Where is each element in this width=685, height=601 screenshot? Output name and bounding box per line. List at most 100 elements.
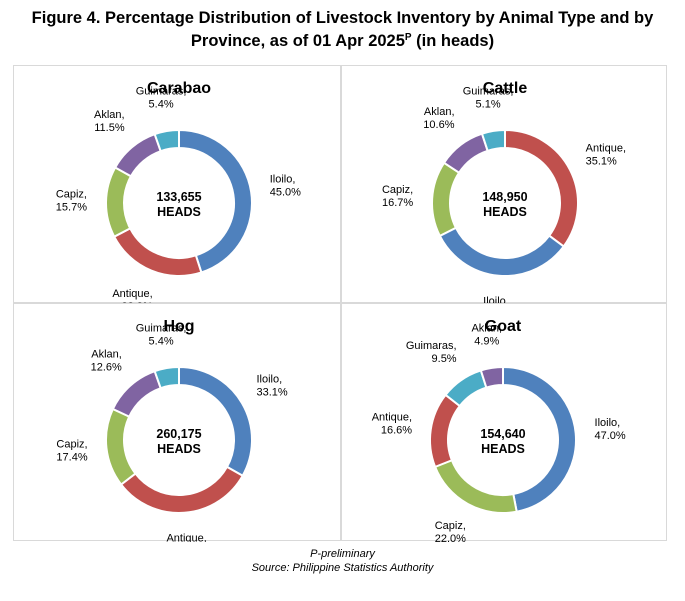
cattle-center-value: 148,950 [482,190,527,204]
goat-label-capiz: Capiz, 22.0% [435,520,466,542]
goat-label-pct-aklan: 4.9% [474,335,499,347]
figure-title: Figure 4. Percentage Distribution of Liv… [0,8,685,51]
goat-label-iloilo: Iloilo, 47.0% [595,417,626,442]
cattle-label-name-iloilo: Iloilo, [483,296,509,304]
footnote-source: Source: Philippine Statistics Authority [251,562,434,574]
hog-slice-capiz [105,407,137,486]
cattle-center-unit: HEADS [483,205,527,219]
carabao-center-value: 133,655 [156,190,201,204]
hog-label-pct-iloilo: 33.1% [256,386,287,398]
goat-slice-antique [429,393,462,469]
hog-center-unit: HEADS [157,442,201,456]
hog-label-iloilo: Iloilo, 33.1% [256,373,287,398]
hog-slice-iloilo [178,365,253,478]
hog-label-capiz: Capiz, 17.4% [56,438,87,463]
hog-label-name-aklan: Aklan, [91,348,122,360]
cattle-label-pct-aklan: 10.6% [423,119,454,131]
carabao-chart-title: Carabao [147,80,211,97]
carabao-label-name-capiz: Capiz, [56,189,87,201]
goat-slice-guimaras [444,369,488,408]
hog-chart-title: Hog [163,318,194,335]
goat-donut-chart: Goat Iloilo, 47.0% Capiz, 22.0% Antique, 16.6%… [372,318,626,542]
goat-label-name-antique: Antique, [372,412,412,424]
cattle-label-guimaras: Guimaras, 5.1% [463,85,514,110]
goat-label-pct-capiz: 22.0% [435,533,466,542]
hog-slice-antique [119,465,245,514]
cattle-slice-guimaras [480,128,506,153]
goat-chart-panel: Goat Iloilo, 47.0% Capiz, 22.0% Antique, 16.6%… [341,303,667,542]
goat-label-pct-guimaras: 9.5% [432,353,457,365]
figure-title-superscript: P [404,32,412,43]
cattle-label-pct-capiz: 16.7% [382,197,413,209]
cattle-label-antique: Antique, 35.1% [586,142,626,167]
carabao-center-unit: HEADS [157,205,201,219]
hog-slice-guimaras [153,365,180,390]
hog-label-aklan: Aklan, 12.6% [91,348,122,373]
goat-chart-title: Goat [485,318,522,335]
carabao-slice-antique [112,227,203,277]
cattle-chart-panel: Cattle Antique,35.1% Iloilo,32.4% Capiz,16.… [341,65,667,304]
hog-label-pct-capiz: 17.4% [56,451,87,463]
figure-title-line1: Figure 4. Percentage Distribution of Liv… [31,9,654,27]
carabao-slice-guimaras [153,128,180,153]
cattle-slice-capiz [431,161,461,238]
hog-label-antique: Antique,31.4% [166,533,206,542]
hog-label-pct-aklan: 12.6% [91,361,122,373]
cattle-label-pct-antique: 35.1% [586,155,617,167]
carabao-slice-aklan [113,132,162,178]
goat-label-pct-antique: 16.6% [381,425,412,437]
hog-slice-aklan [111,369,162,418]
goat-label-aklan: Aklan, 4.9% [471,322,502,347]
cattle-label-capiz: Capiz, 16.7% [382,184,413,209]
goat-label-name-guimaras: Guimaras, [406,340,457,352]
footnote-preliminary: P-preliminary [310,548,375,560]
cattle-label-name-guimaras: Guimaras, [463,85,514,97]
cattle-label-iloilo: Iloilo,32.4% [480,296,511,304]
cattle-label-pct-guimaras: 5.1% [476,98,501,110]
figure-title-line2-text: Province, as of 01 Apr 2025 [190,32,405,50]
goat-center-value: 154,640 [480,427,525,441]
goat-slice-capiz [433,458,518,514]
hog-label-pct-guimaras: 5.4% [149,336,174,348]
carabao-label-pct-guimaras: 5.4% [149,99,174,111]
hog-label-guimaras: Guimaras, 5.4% [136,323,187,348]
hog-label-name-iloilo: Iloilo, [256,373,282,385]
goat-label-antique: Antique, 16.6% [372,412,413,437]
goat-label-name-iloilo: Iloilo, [595,417,621,429]
goat-center-unit: HEADS [481,442,525,456]
cattle-donut-chart: Cattle Antique,35.1% Iloilo,32.4% Capiz,16.… [382,80,626,304]
cattle-slice-antique [504,128,579,248]
cattle-slice-aklan [442,132,489,175]
goat-label-name-capiz: Capiz, [435,520,466,532]
carabao-label-pct-antique: 22.3% [122,301,153,304]
hog-center-value: 260,175 [156,427,201,441]
cattle-label-aklan: Aklan, 10.6% [423,106,454,131]
hog-chart-panel: Hog Iloilo,33.1% Antique,31.4% Capiz,17.4% A… [13,303,341,542]
hog-label-name-guimaras: Guimaras, [136,323,187,335]
carabao-donut-chart: Carabao Iloilo,45.0% Antique,22.3% Capiz,15… [56,80,301,304]
carabao-label-name-guimaras: Guimaras, [136,86,187,98]
cattle-label-name-antique: Antique, [586,142,626,154]
cattle-label-name-aklan: Aklan, [424,106,455,118]
carabao-label-pct-capiz: 15.7% [56,202,87,214]
carabao-label-pct-iloilo: 45.0% [270,187,301,199]
carabao-label-pct-aklan: 11.5% [94,122,125,134]
hog-label-name-capiz: Capiz, [56,438,87,450]
cattle-chart-title: Cattle [483,80,528,97]
goat-label-guimaras: Guimaras, 9.5% [406,340,457,365]
hog-label-name-antique: Antique, [166,533,206,542]
carabao-label-guimaras: Guimaras, 5.4% [136,86,187,111]
cattle-slice-iloilo [438,226,566,277]
carabao-label-name-antique: Antique, [112,288,152,300]
goat-slice-aklan [479,365,504,389]
carabao-label-name-iloilo: Iloilo, [270,174,296,186]
carabao-label-iloilo: Iloilo, 45.0% [270,174,301,199]
carabao-label-aklan: Aklan, 11.5% [94,109,125,134]
figure-title-unit: (in heads) [411,32,495,50]
carabao-label-name-aklan: Aklan, [94,109,125,121]
carabao-label-antique: Antique,22.3% [112,288,153,304]
hog-donut-chart: Hog Iloilo,33.1% Antique,31.4% Capiz,17.4% A… [56,318,287,542]
carabao-chart-panel: Carabao Iloilo,45.0% Antique,22.3% Capiz,15… [13,65,341,304]
goat-label-pct-iloilo: 47.0% [595,430,626,442]
carabao-label-capiz: Capiz, 15.7% [56,189,87,214]
